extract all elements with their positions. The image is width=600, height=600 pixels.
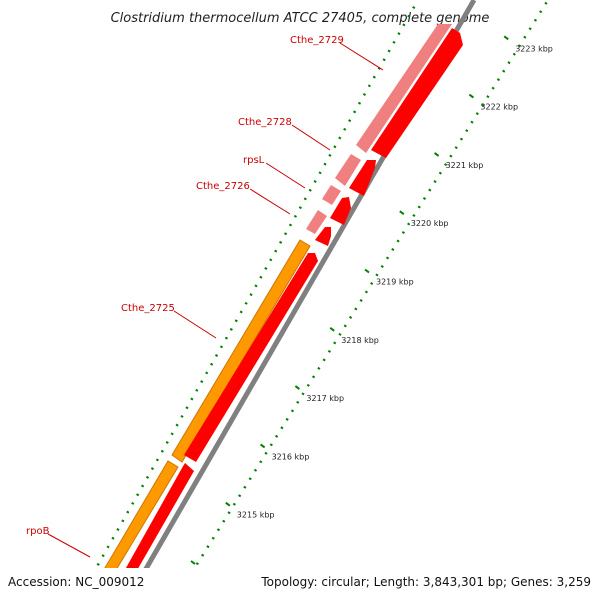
tick-label: 3217 kbp — [306, 394, 344, 403]
leader-line-rpsl — [265, 162, 306, 189]
tick-mark — [434, 152, 440, 157]
light-feature-cthe-2728 — [335, 154, 361, 186]
leader-line-cthe-2725 — [173, 310, 217, 339]
tick-label: 3216 kbp — [272, 452, 310, 461]
tick-mark — [260, 443, 266, 449]
gene-label-cthe-2729: Cthe_2729 — [290, 35, 344, 46]
tick-label: 3218 kbp — [341, 336, 379, 345]
tick-label: 3215 kbp — [237, 511, 275, 520]
leader-line-rpob — [47, 533, 91, 558]
cds-arrow-cthe-2728 — [349, 160, 376, 196]
cds-arrow-cthe-2725 — [184, 253, 318, 462]
tick-label: 3220 kbp — [411, 219, 449, 228]
tick-label: 3219 kbp — [376, 278, 414, 287]
tick-mark — [503, 35, 509, 41]
map-title: Clostridium thermocellum ATCC 27405, com… — [111, 11, 490, 26]
tick-mark — [468, 93, 474, 99]
gene-label-rpsl: rpsL — [243, 155, 265, 166]
cds-arrow-cthe-2729 — [371, 28, 463, 158]
genome-summary-text: Topology: circular; Length: 3,843,301 bp… — [260, 575, 591, 589]
tick-label: 3223 kbp — [515, 44, 553, 53]
gene-label-layer: Cthe_2729 Cthe_2728 rpsL Cthe_2726 Cthe_… — [26, 35, 384, 558]
light-feature-track — [306, 24, 452, 234]
red-feature-track — [108, 28, 463, 600]
gene-label-cthe-2726: Cthe_2726 — [196, 181, 250, 192]
leader-line-cthe-2729 — [339, 42, 384, 71]
light-feature-cthe-2726 — [306, 210, 327, 234]
accession-text: Accession: NC_009012 — [8, 575, 144, 589]
tick-mark — [329, 326, 335, 332]
tick-label: 3222 kbp — [480, 103, 518, 112]
gene-label-cthe-2728: Cthe_2728 — [238, 117, 292, 128]
leader-line-cthe-2728 — [291, 124, 331, 151]
light-feature-rpsl — [322, 185, 341, 205]
tick-mark — [399, 210, 405, 215]
gene-label-cthe-2725: Cthe_2725 — [121, 303, 175, 314]
gene-label-rpob: rpoB — [26, 526, 50, 537]
cds-arrow-rpsl — [330, 197, 351, 225]
tick-rail-right — [179, 0, 550, 591]
orange-feature-track — [85, 239, 311, 600]
tick-mark — [225, 501, 231, 507]
tick-mark — [190, 560, 196, 565]
tick-label: 3221 kbp — [446, 161, 484, 170]
leader-line-cthe-2726 — [249, 188, 291, 215]
tick-mark — [364, 268, 370, 274]
tick-mark — [294, 385, 300, 390]
footer-background — [0, 568, 600, 600]
cds-arrow-rpob — [108, 463, 194, 600]
orange-gene-rpob — [85, 460, 179, 600]
light-feature-cthe-2729 — [356, 24, 452, 153]
cds-arrow-cthe-2726 — [315, 227, 331, 246]
orange-gene-cthe-2725 — [171, 239, 311, 463]
